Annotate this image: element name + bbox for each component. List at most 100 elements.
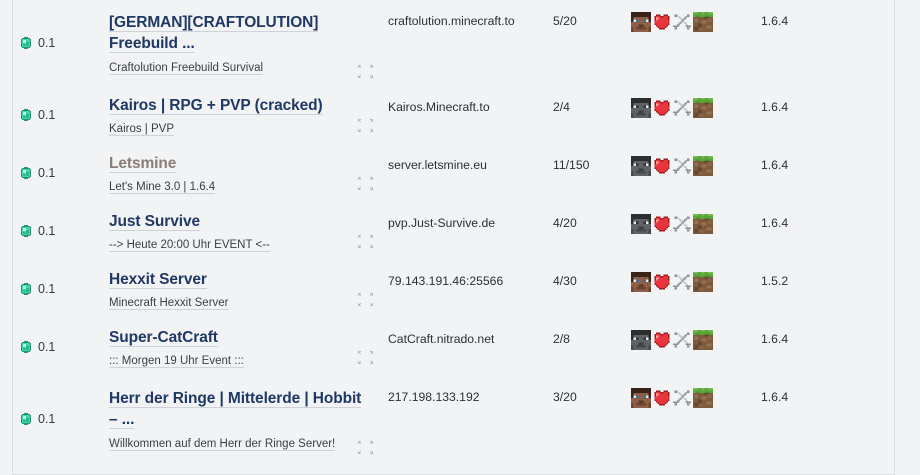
server-address[interactable]: pvp.Just-Survive.de bbox=[388, 216, 496, 230]
server-title-link[interactable]: [GERMAN][CRAFTOLUTION] Freebuild ... bbox=[109, 13, 319, 54]
server-description[interactable]: Kairos | PVP bbox=[109, 122, 174, 136]
expand-button[interactable] bbox=[358, 293, 373, 306]
server-description[interactable]: Let's Mine 3.0 | 1.6.4 bbox=[109, 180, 216, 194]
expand-button[interactable] bbox=[358, 351, 373, 364]
server-info: [GERMAN][CRAFTOLUTION] Freebuild ... Craf… bbox=[109, 0, 369, 86]
crossed-swords-icon bbox=[673, 332, 691, 348]
server-rating: 0.1 bbox=[19, 224, 55, 238]
expand-handle-icon bbox=[358, 235, 373, 248]
server-address[interactable]: craftolution.minecraft.to bbox=[388, 14, 515, 28]
server-row[interactable]: 0.1 Just Survive --> Heute 20:00 Uhr EVENT… bbox=[13, 202, 894, 260]
server-version: 1.5.2 bbox=[761, 274, 789, 288]
heart-badge bbox=[653, 215, 671, 233]
crossed-swords-icon bbox=[673, 14, 691, 30]
server-feature-icons bbox=[631, 12, 713, 32]
expand-handle-icon bbox=[358, 441, 373, 454]
crossed-swords-icon bbox=[673, 390, 691, 406]
server-address[interactable]: 217.198.133.192 bbox=[388, 390, 480, 404]
heart-icon bbox=[654, 390, 670, 406]
player-head-badge bbox=[631, 272, 651, 292]
server-address[interactable]: server.letsmine.eu bbox=[388, 158, 487, 172]
player-head-badge bbox=[631, 98, 651, 118]
server-info: Letsmine Let's Mine 3.0 | 1.6.4 bbox=[109, 144, 369, 202]
server-address[interactable]: CatCraft.nitrado.net bbox=[388, 332, 495, 346]
server-address[interactable]: Kairos.Minecraft.to bbox=[388, 100, 490, 114]
expand-handle-icon bbox=[358, 351, 373, 364]
expand-button[interactable] bbox=[358, 177, 373, 190]
server-feature-icons bbox=[631, 388, 713, 408]
grass-block-icon bbox=[693, 330, 713, 350]
expand-button[interactable] bbox=[358, 65, 373, 78]
expand-button[interactable] bbox=[358, 235, 373, 248]
heart-badge bbox=[653, 331, 671, 349]
grass-badge bbox=[693, 12, 713, 32]
player-head-icon bbox=[631, 388, 651, 408]
rating-value: 0.1 bbox=[38, 282, 56, 296]
emerald-icon bbox=[21, 283, 31, 295]
grass-badge bbox=[693, 272, 713, 292]
emerald-icon bbox=[21, 413, 31, 425]
crossed-swords-icon bbox=[673, 274, 691, 290]
server-row[interactable]: 0.1 Hexxit Server Minecraft Hexxit Server 7… bbox=[13, 260, 894, 318]
server-row[interactable]: 0.1 [GERMAN][CRAFTOLUTION] Freebuild ... C… bbox=[13, 0, 894, 86]
player-head-icon bbox=[631, 12, 651, 32]
server-description[interactable]: Minecraft Hexxit Server bbox=[109, 296, 229, 310]
rating-value: 0.1 bbox=[38, 412, 56, 426]
server-title-link[interactable]: Letsmine bbox=[109, 154, 177, 173]
server-version: 1.6.4 bbox=[761, 100, 789, 114]
player-head-badge bbox=[631, 388, 651, 408]
rating-value: 0.1 bbox=[38, 224, 56, 238]
player-head-badge bbox=[631, 12, 651, 32]
server-description[interactable]: Craftolution Freebuild Survival bbox=[109, 61, 264, 75]
heart-badge bbox=[653, 273, 671, 291]
server-version: 1.6.4 bbox=[761, 14, 789, 28]
server-row[interactable]: 0.1 Letsmine Let's Mine 3.0 | 1.6.4 server.… bbox=[13, 144, 894, 202]
player-head-icon bbox=[631, 272, 651, 292]
server-version: 1.6.4 bbox=[761, 390, 789, 404]
server-row[interactable]: 0.1 Herr der Ringe | Mittelerde | Hobbit … bbox=[13, 376, 894, 462]
heart-badge bbox=[653, 13, 671, 31]
expand-handle-icon bbox=[358, 119, 373, 132]
server-title-link[interactable]: Super-CatCraft bbox=[109, 328, 218, 347]
server-description[interactable]: Willkommen auf dem Herr der Ringe Server… bbox=[109, 437, 336, 451]
server-row[interactable]: 0.1 Kairos | RPG + PVP (cracked) Kairos | … bbox=[13, 86, 894, 144]
server-feature-icons bbox=[631, 156, 713, 176]
server-rating: 0.1 bbox=[19, 108, 55, 122]
server-address[interactable]: 79.143.191.46:25566 bbox=[388, 274, 504, 288]
player-head-icon bbox=[631, 156, 651, 176]
server-description[interactable]: ::: Morgen 19 Uhr Event ::: bbox=[109, 354, 244, 368]
server-rating: 0.1 bbox=[19, 36, 55, 50]
server-title-link[interactable]: Kairos | RPG + PVP (cracked) bbox=[109, 96, 323, 115]
server-title-link[interactable]: Hexxit Server bbox=[109, 270, 207, 289]
heart-icon bbox=[654, 274, 670, 290]
server-feature-icons bbox=[631, 272, 713, 292]
server-info: Just Survive --> Heute 20:00 Uhr EVENT <-… bbox=[109, 202, 369, 260]
player-count: 3/20 bbox=[553, 390, 577, 404]
server-version: 1.6.4 bbox=[761, 216, 789, 230]
server-title-link[interactable]: Herr der Ringe | Mittelerde | Hobbit – .… bbox=[109, 389, 362, 430]
grass-badge bbox=[693, 330, 713, 350]
grass-block-icon bbox=[693, 214, 713, 234]
server-info: Hexxit Server Minecraft Hexxit Server bbox=[109, 260, 369, 318]
crossed-swords-icon bbox=[673, 100, 691, 116]
swords-badge bbox=[673, 331, 691, 349]
heart-icon bbox=[654, 332, 670, 348]
player-count: 4/20 bbox=[553, 216, 577, 230]
emerald-icon bbox=[21, 341, 31, 353]
swords-badge bbox=[673, 215, 691, 233]
expand-button[interactable] bbox=[358, 119, 373, 132]
server-description[interactable]: --> Heute 20:00 Uhr EVENT <-- bbox=[109, 238, 270, 252]
player-count: 2/4 bbox=[553, 100, 570, 114]
heart-icon bbox=[654, 100, 670, 116]
swords-badge bbox=[673, 273, 691, 291]
server-feature-icons bbox=[631, 330, 713, 350]
emerald-icon bbox=[21, 225, 31, 237]
server-row[interactable]: 0.1 Super-CatCraft::: Morgen 19 Uhr Event… bbox=[13, 318, 894, 376]
rating-value: 0.1 bbox=[38, 108, 56, 122]
server-rating: 0.1 bbox=[19, 412, 55, 426]
player-head-badge bbox=[631, 330, 651, 350]
expand-button[interactable] bbox=[358, 441, 373, 454]
player-head-badge bbox=[631, 214, 651, 234]
grass-block-icon bbox=[693, 156, 713, 176]
server-title-link[interactable]: Just Survive bbox=[109, 212, 200, 231]
